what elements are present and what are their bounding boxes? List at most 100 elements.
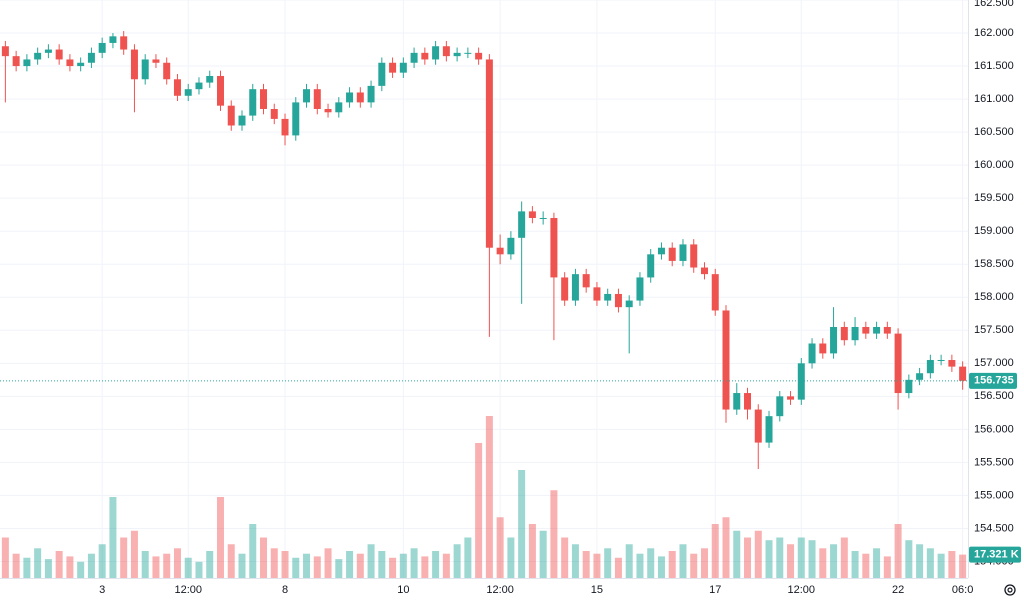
candle-body bbox=[754, 409, 762, 443]
volume-bar bbox=[195, 561, 203, 578]
x-tick-label: 06:0 bbox=[952, 584, 973, 596]
volume-bar bbox=[679, 544, 687, 578]
volume-bar bbox=[453, 544, 461, 578]
candle-body bbox=[120, 36, 128, 50]
candle-body bbox=[582, 274, 590, 288]
y-tick-label: 155.500 bbox=[974, 456, 1014, 468]
y-tick-label: 156.500 bbox=[974, 390, 1014, 402]
y-tick-label: 154.500 bbox=[974, 522, 1014, 534]
volume-bar bbox=[830, 544, 838, 578]
candle-body bbox=[496, 247, 504, 255]
volume-bar bbox=[152, 556, 160, 578]
volume-bar bbox=[66, 556, 74, 578]
candle-body bbox=[507, 237, 515, 255]
volume-bar bbox=[260, 537, 268, 578]
candle-body bbox=[453, 52, 461, 57]
candle-body bbox=[937, 360, 945, 362]
candle-body bbox=[830, 326, 838, 354]
volume-bar bbox=[733, 530, 741, 578]
volume-bar bbox=[797, 537, 805, 578]
y-tick-label: 160.500 bbox=[974, 126, 1014, 138]
volume-bar bbox=[754, 530, 762, 578]
x-tick-label: 12:00 bbox=[174, 584, 202, 596]
volume-bar bbox=[1, 537, 9, 578]
candle-body bbox=[23, 59, 31, 67]
candle-body bbox=[249, 89, 257, 116]
gear[interactable] bbox=[1004, 584, 1016, 596]
candle-body bbox=[894, 333, 902, 394]
candle-body bbox=[55, 49, 63, 60]
candle-body bbox=[744, 393, 752, 410]
settings-icon[interactable] bbox=[1004, 584, 1016, 596]
candle-body bbox=[905, 379, 913, 394]
volume-bar bbox=[87, 553, 95, 578]
last-price-box bbox=[969, 372, 1017, 389]
y-tick-label: 157.500 bbox=[974, 324, 1014, 336]
volume-bar bbox=[55, 551, 63, 578]
candle-body bbox=[367, 85, 375, 103]
x-tick-label: 12:00 bbox=[788, 584, 816, 596]
candle-body bbox=[819, 343, 827, 354]
candle-body bbox=[141, 59, 149, 80]
y-tick-label: 162.500 bbox=[974, 0, 1014, 9]
candle-body bbox=[700, 267, 708, 275]
volume-bar bbox=[604, 548, 612, 578]
volume-bar bbox=[130, 530, 138, 578]
volume-bar bbox=[883, 556, 891, 578]
candles-layer bbox=[1, 31, 967, 470]
candle-body bbox=[571, 274, 579, 301]
candle-body bbox=[625, 300, 633, 308]
y-tick-label: 162.000 bbox=[974, 27, 1014, 39]
candle-body bbox=[195, 82, 203, 90]
y-tick-label: 160.000 bbox=[974, 159, 1014, 171]
volume-bar bbox=[432, 551, 440, 578]
volume-bar bbox=[528, 524, 536, 578]
volume-bar bbox=[120, 537, 128, 578]
volume-bar bbox=[561, 537, 569, 578]
candle-body bbox=[432, 46, 440, 60]
candle-body bbox=[34, 52, 42, 60]
volume-bar bbox=[12, 553, 20, 578]
candle-body bbox=[399, 62, 407, 73]
y-tick-label: 161.000 bbox=[974, 93, 1014, 105]
candle-body bbox=[12, 56, 20, 67]
volume-bar bbox=[346, 551, 354, 578]
volume-bar bbox=[464, 537, 472, 578]
volume-bar bbox=[281, 551, 289, 578]
candle-body bbox=[281, 118, 289, 136]
candle-body bbox=[324, 108, 332, 113]
x-tick-label: 3 bbox=[99, 584, 105, 596]
volume-bar bbox=[700, 548, 708, 578]
candle-body bbox=[1, 46, 9, 57]
volume-bar bbox=[485, 416, 493, 578]
volume-bar bbox=[744, 537, 752, 578]
candle-body bbox=[657, 247, 665, 255]
candle-body bbox=[851, 326, 859, 341]
gear-center[interactable] bbox=[1007, 587, 1013, 593]
volume-bar bbox=[335, 559, 343, 578]
volume-bar bbox=[34, 548, 42, 578]
x-tick-label: 22 bbox=[892, 584, 904, 596]
volume-bar bbox=[851, 551, 859, 578]
candle-body bbox=[776, 396, 784, 417]
vol-layer bbox=[1, 416, 967, 578]
volume-bar bbox=[593, 553, 601, 578]
candle-body bbox=[636, 277, 644, 301]
y-tick-label: 157.000 bbox=[974, 357, 1014, 369]
volume-bar bbox=[249, 524, 257, 578]
candle-body bbox=[528, 211, 536, 218]
volume-bar bbox=[614, 557, 622, 578]
candle-body bbox=[959, 366, 967, 381]
volume-bar bbox=[926, 548, 934, 578]
volume-bar bbox=[550, 490, 558, 578]
volume-bar bbox=[636, 553, 644, 578]
candle-body bbox=[808, 343, 816, 364]
x-tick-label: 17 bbox=[709, 584, 721, 596]
volume-bar bbox=[184, 557, 192, 578]
volume-bar bbox=[690, 553, 698, 578]
candle-body bbox=[410, 52, 418, 63]
volume-bar bbox=[518, 470, 526, 578]
candle-body bbox=[109, 36, 117, 43]
volume-bar bbox=[270, 548, 278, 578]
